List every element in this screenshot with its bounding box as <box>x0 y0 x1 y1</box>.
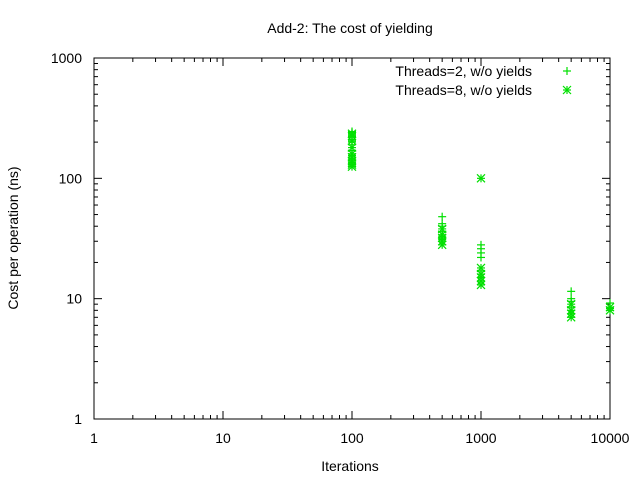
x-tick-label: 1 <box>90 430 98 446</box>
y-axis-label: Cost per operation (ns) <box>5 166 21 309</box>
data-point <box>476 280 486 290</box>
data-point <box>437 240 447 250</box>
y-tick-label: 1 <box>74 411 82 427</box>
y-tick-label: 100 <box>59 170 83 186</box>
x-tick-label: 1000 <box>465 430 496 446</box>
plot-frame <box>93 57 611 420</box>
x-tick-label: 10 <box>215 430 231 446</box>
data-point <box>347 131 357 141</box>
data-point <box>567 287 576 296</box>
data-point <box>347 162 357 172</box>
legend-label: Threads=2, w/o yields <box>395 63 532 79</box>
data-point <box>566 312 576 322</box>
data-point <box>438 212 447 221</box>
data-point <box>476 173 486 183</box>
data-point <box>477 253 485 262</box>
legend-label: Threads=8, w/o yields <box>395 82 532 98</box>
data-points <box>347 127 615 322</box>
data-point <box>347 136 357 146</box>
chart-title: Add-2: The cost of yielding <box>267 20 433 36</box>
axes: 1 10 100 1000 10000 1 10 100 1000 <box>51 50 630 446</box>
data-point <box>605 305 615 315</box>
y-tick-label: 1000 <box>51 50 82 66</box>
y-tick-label: 10 <box>66 291 82 307</box>
legend: Threads=2, w/o yields Threads=8, w/o yiel… <box>395 63 572 98</box>
legend-marker <box>563 67 571 75</box>
legend-marker <box>562 85 572 95</box>
x-tick-label: 10000 <box>591 430 630 446</box>
x-tick-label: 100 <box>340 430 364 446</box>
x-axis-label: Iterations <box>321 458 379 474</box>
